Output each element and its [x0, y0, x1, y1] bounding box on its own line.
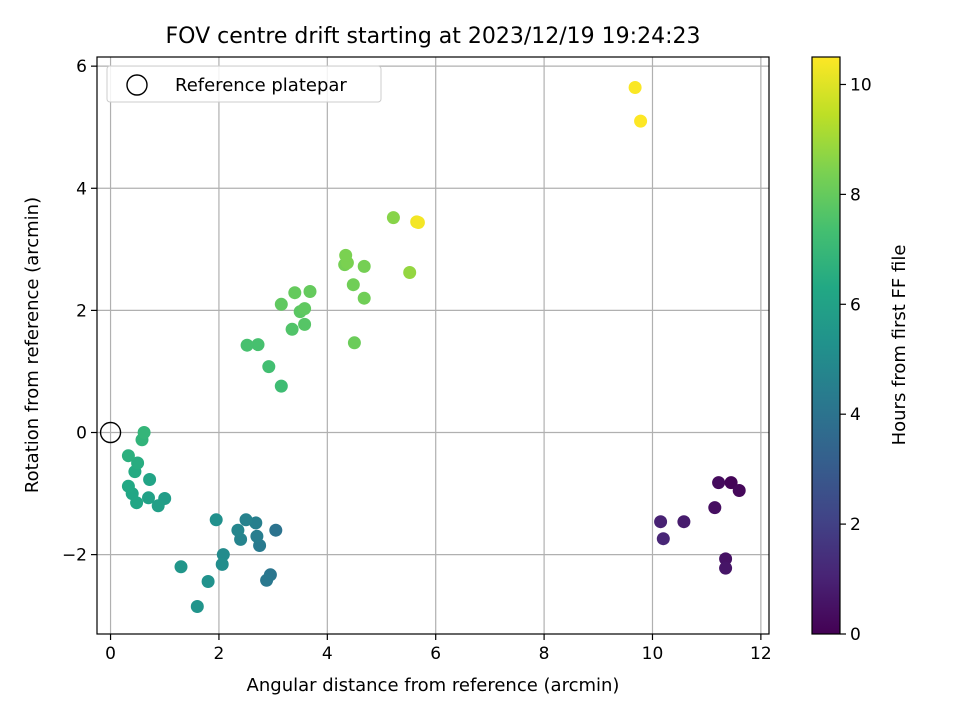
x-tick-label: 12 [750, 644, 772, 664]
data-point-27 [143, 473, 157, 486]
data-point-38 [251, 338, 265, 352]
data-point-4 [719, 552, 733, 566]
data-point-54 [386, 211, 400, 225]
data-point-5 [719, 561, 733, 575]
data-point-14 [249, 516, 263, 530]
x-axis-label: Angular distance from reference (arcmin) [247, 675, 620, 696]
data-point-11 [260, 573, 274, 587]
data-point-46 [303, 285, 317, 298]
data-point-49 [346, 278, 360, 292]
data-point-25 [151, 499, 165, 513]
x-tick-label: 6 [430, 644, 441, 664]
data-point-6 [677, 515, 691, 529]
data-point-41 [298, 317, 312, 331]
data-point-30 [121, 479, 135, 493]
data-point-9 [269, 523, 283, 537]
data-point-17 [231, 523, 245, 537]
data-point-44 [274, 297, 288, 311]
data-point-37 [262, 360, 276, 374]
data-point-35 [137, 426, 151, 439]
x-tick-label: 4 [322, 644, 333, 664]
y-tick-label: −2 [62, 546, 87, 566]
colorbar-tick-label: 0 [850, 625, 861, 645]
colorbar-label: Hours from first FF file [889, 245, 910, 446]
data-point-21 [201, 575, 215, 588]
data-point-47 [347, 336, 361, 350]
data-point-13 [250, 529, 264, 543]
y-tick-label: 4 [76, 179, 87, 199]
colorbar-tick-label: 6 [850, 295, 861, 315]
colorbar-tick-label: 10 [850, 75, 872, 95]
data-point-55 [403, 266, 417, 279]
data-point-20 [209, 513, 223, 527]
colorbar-ticks: 0 2 4 6 8 10 [840, 75, 872, 645]
data-point-18 [216, 548, 230, 562]
data-point-32 [131, 456, 145, 470]
data-point-45 [288, 286, 302, 300]
data-point-40 [285, 322, 299, 336]
data-point-0 [724, 476, 738, 490]
chart-title: FOV centre drift starting at 2023/12/19 … [166, 24, 701, 49]
x-tick-label: 8 [539, 644, 550, 664]
data-point-23 [174, 560, 188, 574]
legend: Reference platepar [106, 65, 382, 103]
data-point-2 [712, 476, 726, 490]
x-tick-label: 0 [105, 644, 116, 664]
colorbar [811, 56, 841, 635]
legend-box [106, 65, 382, 103]
legend-marker-reference [126, 74, 148, 96]
data-point-53 [339, 248, 353, 262]
data-point-1 [732, 484, 746, 497]
data-point-33 [121, 449, 135, 463]
data-point-22 [190, 600, 204, 613]
plot-frame [96, 56, 770, 635]
data-point-19 [215, 557, 229, 571]
x-tick-label: 2 [214, 644, 225, 664]
data-point-58 [628, 81, 642, 94]
y-tick-label: 2 [76, 301, 87, 321]
x-tick-label: 10 [642, 644, 664, 664]
colorbar-tick-label: 4 [850, 405, 861, 425]
data-point-7 [654, 515, 668, 529]
data-point-48 [357, 291, 371, 305]
data-point-8 [656, 532, 670, 546]
reference-platepar-marker [99, 421, 122, 444]
data-point-3 [708, 501, 722, 515]
colorbar-tick-label: 2 [850, 515, 861, 535]
data-point-50 [357, 259, 371, 273]
data-points [99, 81, 746, 613]
data-point-57 [411, 216, 425, 229]
data-point-59 [634, 114, 648, 128]
grid-lines [97, 57, 769, 634]
y-axis-label: Rotation from reference (arcmin) [22, 197, 43, 493]
data-point-43 [298, 302, 312, 316]
data-point-36 [274, 379, 288, 393]
legend-entry-reference-platepar: Reference platepar [175, 75, 347, 96]
y-tick-label: 0 [76, 424, 87, 444]
data-point-15 [239, 513, 253, 527]
colorbar-tick-label: 8 [850, 185, 861, 205]
axis-ticks: 0 2 4 6 8 10 12 −2 0 2 4 6 [62, 57, 772, 664]
y-tick-label: 6 [76, 57, 87, 77]
data-point-26 [142, 491, 155, 505]
data-point-39 [240, 338, 254, 352]
